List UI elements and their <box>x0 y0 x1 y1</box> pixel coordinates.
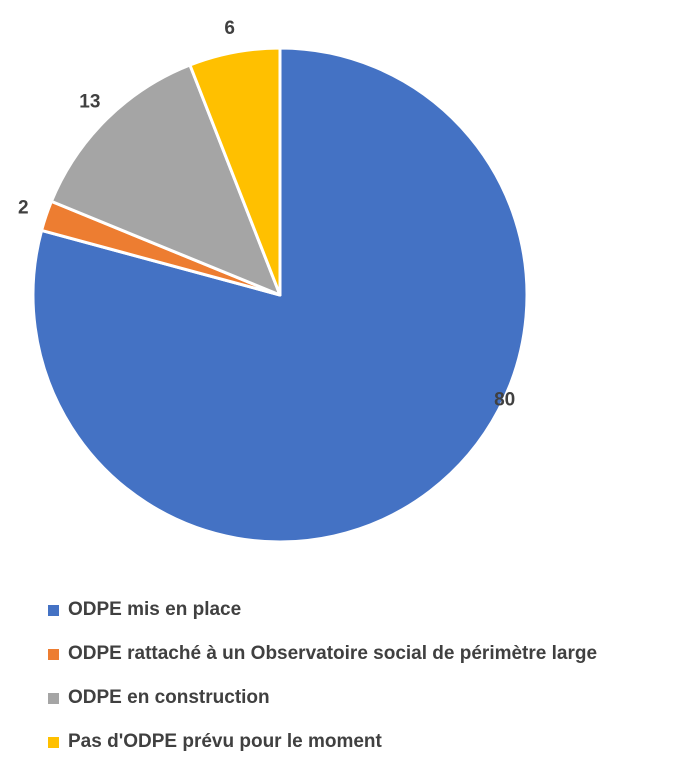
pie-data-labels: 80 2 13 6 <box>18 18 515 410</box>
legend-swatch-icon <box>48 604 59 616</box>
legend-item-0: ODPE mis en place <box>48 588 668 632</box>
pie-data-label-2: 13 <box>79 91 100 112</box>
legend-item-1: ODPE rattaché à un Observatoire social d… <box>48 632 668 676</box>
legend-item-3: Pas d'ODPE prévu pour le moment <box>48 720 668 764</box>
pie-plot-area: 80 2 13 6 <box>18 18 529 544</box>
pie-data-label-3: 6 <box>224 18 235 39</box>
pie-data-label-0: 80 <box>494 389 515 410</box>
legend-swatch-icon <box>48 648 59 660</box>
chart-legend: ODPE mis en place ODPE rattaché à un Obse… <box>48 588 668 764</box>
pie-slices <box>31 46 529 544</box>
pie-chart: 80 2 13 6 ODPE mis en place ODPE rattaché à … <box>18 18 597 752</box>
legend-label: ODPE en construction <box>68 687 270 708</box>
legend-label: ODPE mis en place <box>68 599 242 620</box>
legend-label: Pas d'ODPE prévu pour le moment <box>68 731 382 752</box>
pie-slice-0 <box>31 46 529 544</box>
legend-item-2: ODPE en construction <box>48 676 668 720</box>
legend-swatch-icon <box>48 692 59 704</box>
pie-slice-2 <box>49 63 282 297</box>
pie-data-label-1: 2 <box>18 198 29 219</box>
legend-swatch-icon <box>48 736 59 748</box>
pie-slice-3 <box>188 46 282 297</box>
legend-label: ODPE rattaché à un Observatoire social d… <box>68 643 598 664</box>
